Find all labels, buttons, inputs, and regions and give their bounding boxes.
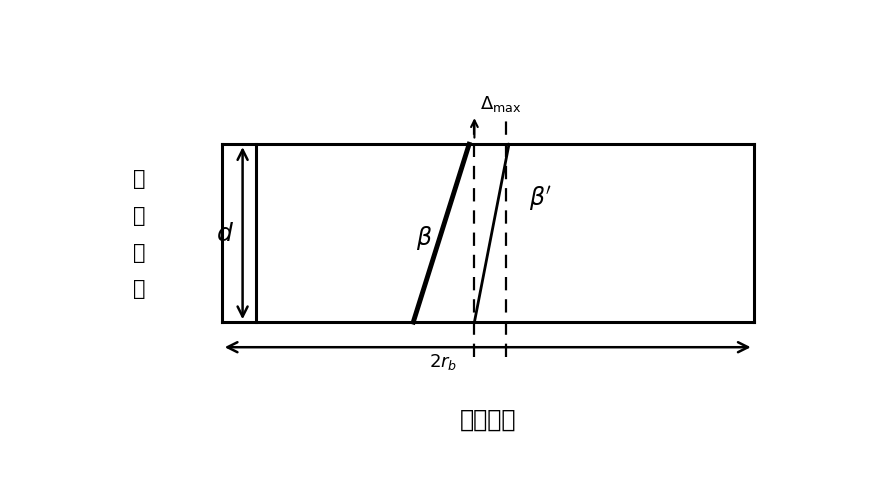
Text: 方: 方 (133, 242, 145, 262)
Text: 宽: 宽 (133, 205, 145, 225)
Text: 径向方向: 径向方向 (460, 407, 516, 431)
Text: $\beta$: $\beta$ (416, 223, 432, 251)
Text: 齿: 齿 (133, 169, 145, 189)
Text: $2r_{b}$: $2r_{b}$ (429, 351, 457, 371)
Text: $\Delta_{\rm max}$: $\Delta_{\rm max}$ (480, 94, 521, 114)
Text: 向: 向 (133, 279, 145, 299)
Text: $\beta'$: $\beta'$ (529, 184, 552, 212)
Text: $d$: $d$ (217, 222, 234, 245)
